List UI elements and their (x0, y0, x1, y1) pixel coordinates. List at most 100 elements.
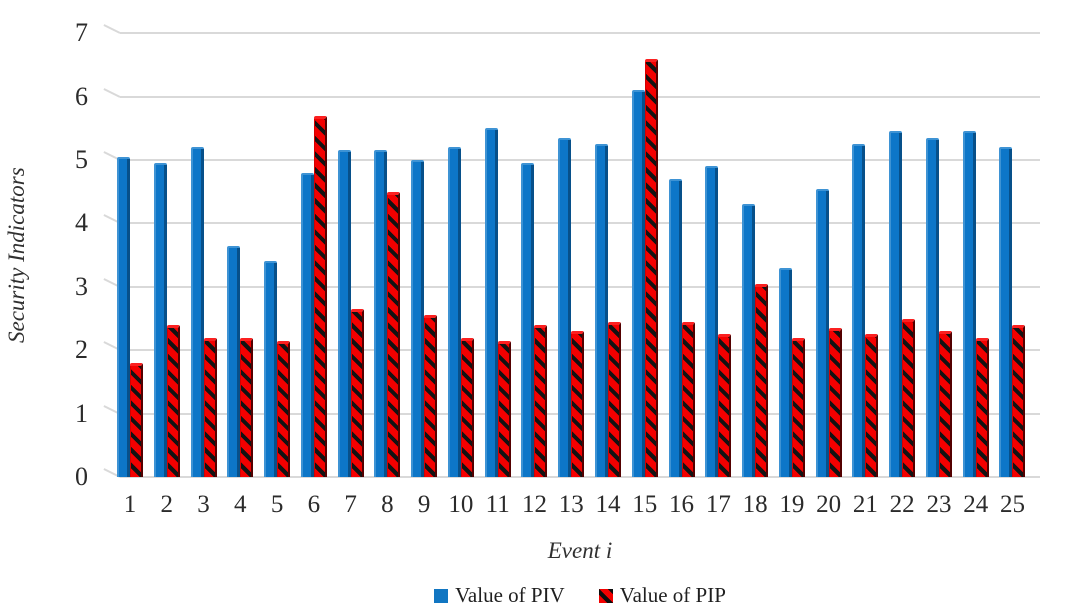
y-tick-label-0: 0 (75, 462, 88, 491)
x-axis-title: Event i (547, 538, 613, 563)
y-tick-label-3: 3 (75, 271, 88, 301)
x-tick-label-17: 17 (705, 491, 731, 518)
pip-bar-25 (1012, 324, 1026, 477)
legend-label-piv: Value of PIV (455, 583, 565, 607)
piv-bar-11 (484, 128, 498, 477)
pip-bar-10 (460, 337, 474, 477)
pip-bar-19 (791, 337, 805, 477)
x-tick-label-10: 10 (448, 491, 474, 518)
piv-bar-20 (815, 188, 829, 477)
x-tick-label-21: 21 (852, 491, 878, 518)
legend-label-pip: Value of PIP (619, 583, 726, 607)
x-tick-label-1: 1 (123, 491, 137, 518)
piv-bar-7 (337, 150, 351, 477)
gridline-4 (120, 222, 1040, 225)
piv-bar-6 (300, 172, 314, 477)
x-tick-label-20: 20 (816, 491, 842, 518)
y-tick-label-7: 7 (75, 18, 88, 48)
legend-swatch-pip-icon (598, 588, 613, 603)
gridline-5 (120, 159, 1040, 161)
piv-bar-9 (411, 160, 425, 477)
x-tick-label-4: 4 (234, 491, 247, 518)
pip-bar-21 (865, 334, 879, 477)
x-tick-label-22: 22 (889, 491, 915, 518)
x-tick-label-12: 12 (521, 491, 547, 518)
x-tick-label-24: 24 (963, 491, 989, 518)
gridline-7 (120, 32, 1040, 35)
pip-bar-14 (608, 321, 621, 477)
piv-bar-8 (374, 150, 388, 477)
piv-bar-15 (631, 90, 645, 477)
piv-bar-3 (190, 147, 204, 477)
y-tick-label-2: 2 (75, 335, 88, 365)
gridline-riser-7 (103, 24, 121, 35)
piv-bar-2 (153, 163, 167, 477)
pip-bar-16 (681, 321, 695, 477)
gridline-3 (120, 285, 1040, 288)
legend-entry-pip: Value of PIP (598, 583, 726, 608)
piv-bar-19 (778, 267, 792, 477)
piv-bar-14 (595, 144, 608, 477)
piv-bar-13 (558, 137, 572, 477)
y-tick-label-1: 1 (75, 398, 88, 428)
piv-bar-23 (925, 137, 939, 477)
pip-bar-20 (828, 328, 842, 477)
piv-bar-12 (521, 163, 535, 477)
pip-bar-22 (902, 318, 916, 477)
piv-bar-17 (705, 166, 719, 477)
pip-bar-11 (497, 340, 511, 477)
pip-bar-7 (350, 308, 364, 477)
legend-entry-piv: Value of PIV (434, 583, 565, 608)
pip-bar-2 (166, 324, 180, 477)
gridline-0 (120, 476, 1040, 478)
x-tick-label-23: 23 (926, 491, 952, 518)
piv-bar-16 (668, 179, 682, 477)
pip-bar-6 (313, 115, 327, 477)
piv-bar-1 (117, 156, 130, 477)
piv-bar-22 (889, 131, 903, 477)
piv-bar-25 (999, 147, 1013, 477)
x-tick-label-14: 14 (595, 491, 621, 518)
x-tick-label-15: 15 (632, 491, 658, 518)
x-tick-label-19: 19 (779, 491, 805, 518)
x-tick-label-11: 11 (485, 491, 510, 518)
piv-bar-24 (962, 131, 976, 477)
pip-bar-5 (277, 340, 291, 477)
pip-bar-18 (755, 283, 769, 477)
pip-bar-3 (203, 337, 217, 477)
piv-bar-10 (447, 147, 461, 477)
pip-bar-8 (387, 191, 401, 477)
x-tick-label-9: 9 (417, 491, 431, 518)
piv-bar-18 (742, 204, 756, 477)
pip-bar-4 (240, 337, 254, 477)
x-tick-label-18: 18 (742, 491, 768, 518)
pip-bar-13 (571, 331, 585, 477)
x-tick-label-2: 2 (160, 491, 174, 518)
pip-bar-15 (644, 58, 658, 477)
gridline-riser-6 (103, 87, 121, 98)
y-tick-label-4: 4 (75, 208, 88, 238)
y-tick-label-5: 5 (75, 145, 88, 174)
x-tick-label-6: 6 (307, 491, 321, 518)
pip-bar-12 (534, 324, 548, 477)
x-tick-label-3: 3 (197, 491, 210, 518)
pip-bar-9 (424, 315, 438, 477)
legend: Value of PIV Value of PIP (120, 583, 1040, 608)
x-tick-label-25: 25 (999, 491, 1025, 518)
piv-bar-5 (264, 261, 278, 477)
piv-bar-4 (227, 245, 241, 477)
y-tick-label-6: 6 (75, 81, 88, 111)
x-tick-label-13: 13 (558, 491, 584, 518)
pip-bar-24 (975, 337, 989, 477)
pip-bar-23 (938, 331, 952, 477)
x-tick-label-7: 7 (344, 491, 357, 518)
x-tick-label-8: 8 (381, 491, 394, 518)
pip-bar-1 (130, 362, 143, 477)
x-tick-label-16: 16 (669, 491, 695, 518)
x-tick-label-5: 5 (270, 491, 284, 518)
piv-bar-21 (852, 144, 866, 477)
legend-swatch-piv-icon (434, 588, 449, 603)
gridline-6 (120, 95, 1040, 98)
